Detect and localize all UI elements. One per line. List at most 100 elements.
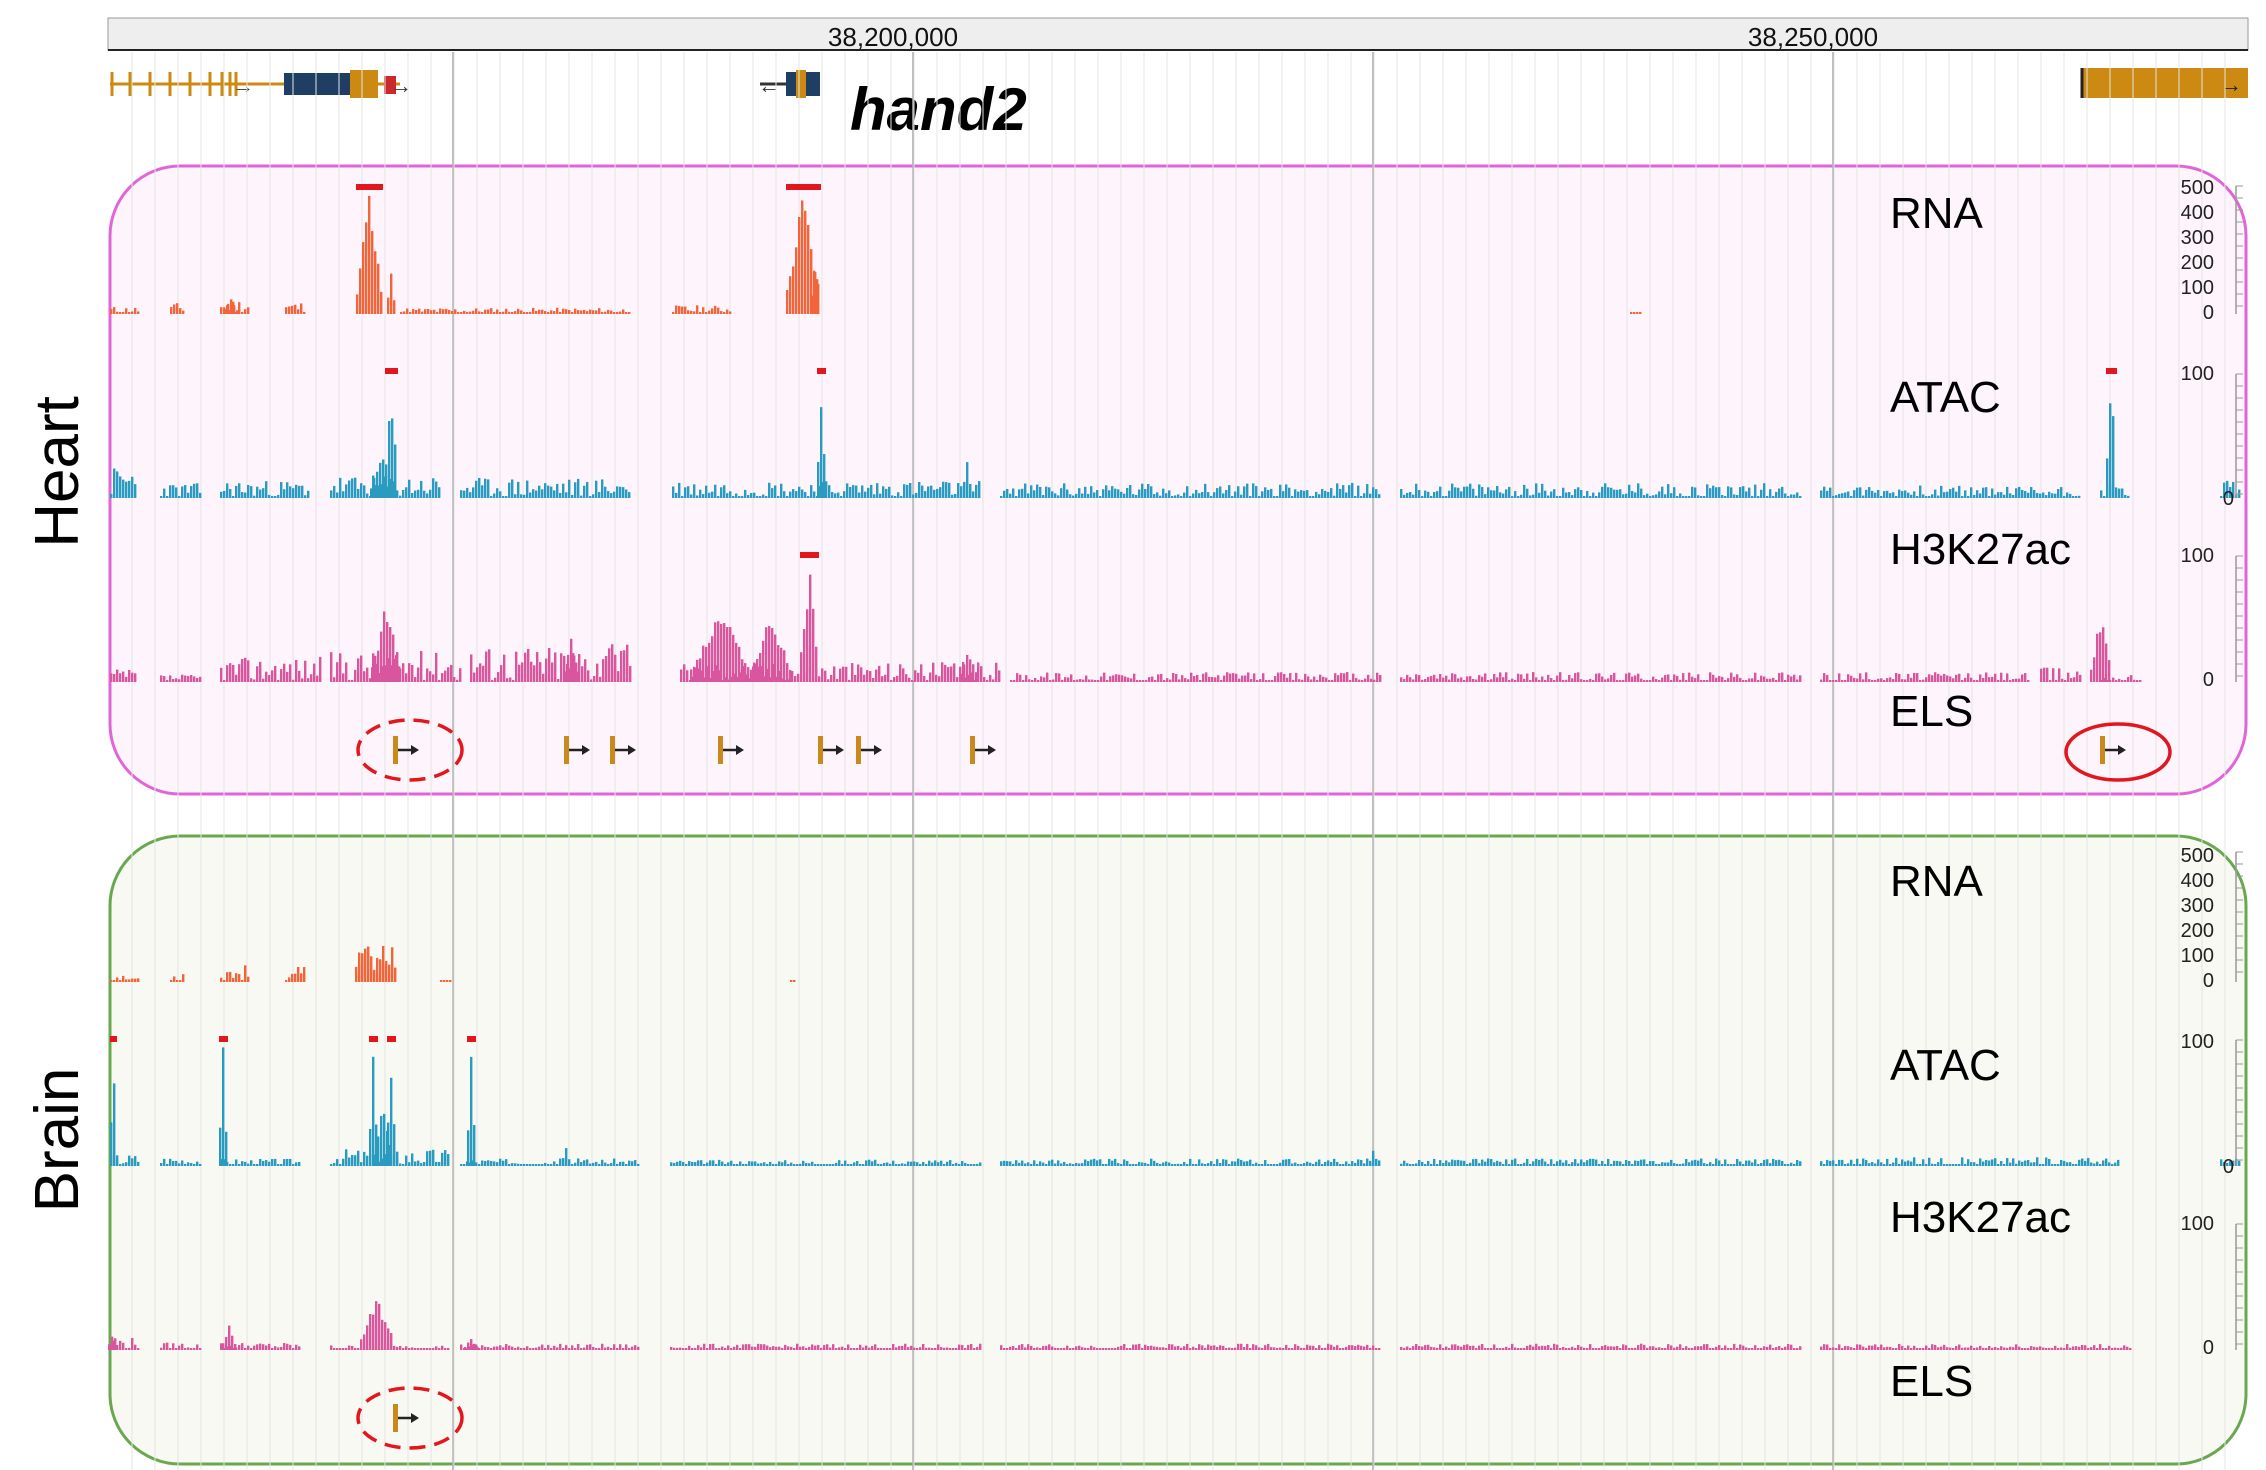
signal-bar bbox=[1496, 486, 1499, 498]
signal-bar bbox=[856, 1161, 859, 1166]
signal-bar bbox=[1913, 672, 1916, 682]
signal-bar bbox=[1120, 1164, 1123, 1166]
signal-bar bbox=[1583, 1347, 1586, 1350]
signal-bar bbox=[1745, 1347, 1748, 1350]
signal-bar bbox=[417, 667, 420, 682]
scale-label: 0 bbox=[2203, 970, 2214, 992]
signal-bar bbox=[369, 1128, 372, 1166]
signal-bar bbox=[1790, 676, 1793, 682]
signal-bar bbox=[877, 1163, 880, 1166]
signal-bar bbox=[280, 482, 283, 498]
signal-bar bbox=[399, 495, 402, 498]
signal-bar bbox=[1865, 1348, 1868, 1350]
signal-bar bbox=[1640, 488, 1643, 498]
signal-bar bbox=[2042, 1164, 2045, 1166]
signal-bar bbox=[916, 1162, 919, 1166]
signal-bar bbox=[547, 1344, 550, 1350]
signal-bar bbox=[961, 1345, 964, 1350]
signal-bar bbox=[442, 309, 445, 314]
signal-bar bbox=[484, 478, 487, 498]
signal-bar bbox=[220, 491, 223, 498]
signal-bar bbox=[1261, 491, 1264, 498]
signal-bar bbox=[529, 492, 532, 498]
signal-bar bbox=[427, 309, 430, 314]
signal-bar bbox=[1084, 1159, 1087, 1166]
signal-bar bbox=[354, 477, 357, 498]
signal-bar bbox=[190, 675, 193, 682]
signal-bar bbox=[1604, 1164, 1607, 1166]
signal-bar bbox=[472, 310, 475, 314]
signal-bar bbox=[1339, 1348, 1342, 1350]
signal-bar bbox=[1349, 680, 1352, 682]
signal-bar bbox=[1267, 489, 1270, 498]
signal-bar bbox=[1514, 491, 1517, 498]
signal-bar bbox=[1262, 673, 1265, 682]
signal-bar bbox=[1994, 494, 1997, 498]
signal-bar bbox=[247, 307, 250, 314]
signal-bar bbox=[930, 485, 933, 498]
signal-bar bbox=[1619, 680, 1622, 682]
signal-bar bbox=[712, 1343, 715, 1350]
signal-bar bbox=[137, 311, 140, 314]
signal-bar bbox=[726, 309, 729, 314]
signal-bar bbox=[747, 667, 750, 682]
signal-bar bbox=[736, 1344, 739, 1350]
signal-bar bbox=[405, 1155, 408, 1166]
signal-bar bbox=[1075, 1162, 1078, 1166]
signal-bar bbox=[1667, 674, 1670, 682]
signal-bar bbox=[1087, 493, 1090, 498]
signal-bar bbox=[1619, 489, 1622, 498]
signal-bar bbox=[1541, 1158, 1544, 1166]
signal-bar bbox=[1577, 672, 1580, 682]
signal-bar bbox=[1640, 1343, 1643, 1350]
signal-bar bbox=[1910, 677, 1913, 682]
signal-bar bbox=[628, 492, 631, 498]
signal-bar bbox=[449, 980, 452, 982]
signal-bar bbox=[2036, 1157, 2039, 1166]
signal-bar bbox=[184, 484, 187, 498]
signal-bar bbox=[1523, 484, 1526, 498]
signal-bar bbox=[1925, 496, 1928, 498]
signal-bar bbox=[526, 1346, 529, 1350]
signal-bar bbox=[1520, 494, 1523, 498]
signal-bar bbox=[1544, 1346, 1547, 1350]
scale-label: 100 bbox=[2181, 545, 2214, 567]
signal-bar bbox=[113, 980, 116, 982]
signal-bar bbox=[1310, 679, 1313, 682]
signal-bar bbox=[697, 1345, 700, 1350]
signal-bar bbox=[831, 492, 834, 498]
signal-bar bbox=[1982, 487, 1985, 498]
signal-bar bbox=[2049, 680, 2052, 682]
signal-bar bbox=[256, 486, 259, 498]
signal-bar bbox=[1186, 1164, 1189, 1166]
signal-bar bbox=[1159, 1164, 1162, 1166]
signal-bar bbox=[1727, 1164, 1730, 1166]
signal-bar bbox=[851, 663, 854, 682]
signal-bar bbox=[1168, 1162, 1171, 1166]
signal-bar bbox=[520, 1348, 523, 1350]
signal-bar bbox=[687, 310, 690, 314]
signal-bar bbox=[529, 312, 532, 314]
signal-bar bbox=[487, 1160, 490, 1166]
signal-bar bbox=[1628, 1348, 1631, 1350]
signal-bar bbox=[1952, 1348, 1955, 1350]
signal-bar bbox=[1505, 672, 1508, 682]
signal-bar bbox=[2012, 494, 2015, 498]
signal-bar bbox=[1271, 680, 1274, 682]
signal-bar bbox=[2027, 492, 2030, 498]
signal-bar bbox=[909, 482, 912, 498]
signal-bar bbox=[817, 1164, 820, 1166]
signal-bar bbox=[1081, 1163, 1084, 1166]
signal-bar bbox=[1931, 1163, 1934, 1166]
signal-bar bbox=[841, 1164, 844, 1166]
signal-bar bbox=[871, 1346, 874, 1350]
signal-bar bbox=[403, 311, 406, 314]
signal-bar bbox=[880, 1164, 883, 1166]
signal-bar bbox=[1156, 1162, 1159, 1166]
signal-bar bbox=[2063, 496, 2066, 498]
signal-bar bbox=[1676, 1163, 1679, 1166]
els-arrow bbox=[411, 1413, 419, 1423]
signal-bar bbox=[1051, 1346, 1054, 1350]
signal-bar bbox=[184, 1348, 187, 1350]
